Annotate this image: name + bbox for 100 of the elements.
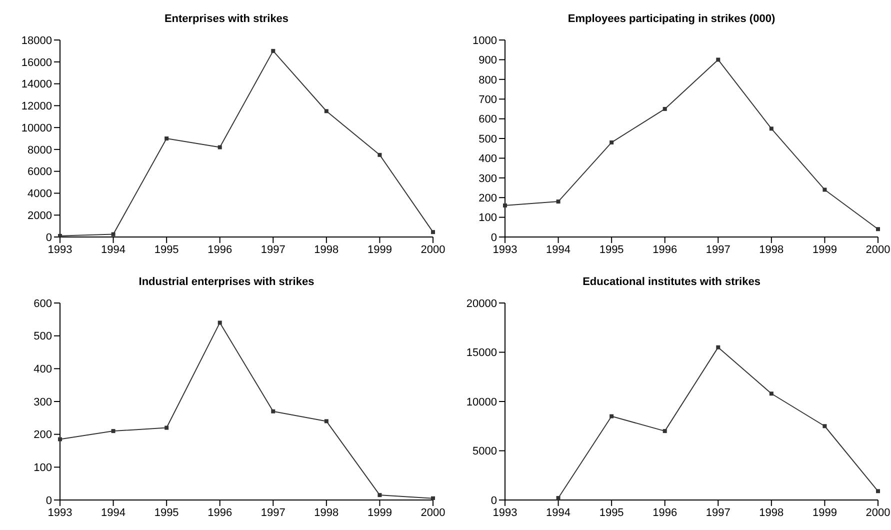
point [769, 126, 774, 131]
y-tick-label: 4000 [28, 188, 52, 200]
y-tick-label: 6000 [28, 166, 52, 178]
point [556, 200, 560, 204]
point [218, 320, 222, 325]
point [324, 419, 328, 424]
y-tick-label: 15000 [466, 347, 497, 360]
y-tick-label: 1000 [472, 34, 497, 47]
point [111, 429, 116, 434]
point [218, 145, 222, 150]
y-tick-label: 600 [34, 298, 52, 310]
y-tick-label: 16000 [21, 56, 52, 69]
point [431, 496, 435, 500]
chart-title: Enterprises with strikes [163, 12, 290, 27]
y-tick-label: 14000 [21, 78, 52, 91]
x-tick-label: 1995 [599, 506, 624, 519]
y-tick-label: 0 [490, 232, 497, 244]
y-tick-label: 0 [46, 494, 52, 507]
x-tick-label: 1998 [314, 506, 339, 519]
x-tick-label: 1997 [260, 244, 286, 256]
y-tick-label: 0 [46, 232, 52, 244]
point [769, 392, 774, 396]
x-tick-label: 1999 [812, 244, 837, 256]
x-tick-label: 1999 [367, 244, 392, 256]
x-tick-label: 1997 [260, 506, 286, 519]
y-tick-label: 10000 [466, 396, 497, 408]
y-tick-label: 0 [490, 494, 497, 507]
y-tick-label: 8000 [28, 144, 52, 156]
x-tick-label: 1994 [101, 506, 126, 519]
point [662, 429, 667, 434]
point [822, 424, 827, 428]
point [610, 414, 614, 418]
chart-title: Industrial enterprises with strikes [138, 275, 316, 290]
y-tick-label: 400 [34, 364, 52, 376]
y-tick-label: 12000 [21, 100, 52, 113]
chart-title: Employees participating in strikes (000) [566, 12, 776, 27]
x-tick-label: 1995 [154, 506, 179, 519]
point [58, 234, 62, 237]
x-tick-label: 1999 [812, 506, 837, 519]
x-tick-label: 1993 [492, 506, 518, 519]
y-tick-label: 100 [34, 462, 52, 474]
x-tick-label: 1993 [492, 244, 518, 256]
x-tick-label: 1996 [208, 244, 232, 256]
y-tick-label: 400 [478, 153, 497, 166]
x-tick-label: 1997 [706, 244, 730, 256]
point [503, 203, 507, 208]
point [271, 409, 276, 414]
y-tick-label: 800 [478, 74, 497, 86]
point [378, 493, 382, 498]
point [111, 232, 116, 236]
x-tick-label: 1998 [759, 506, 784, 519]
point [876, 489, 880, 494]
x-tick-label: 1996 [652, 244, 678, 256]
y-tick-label: 2000 [28, 210, 52, 222]
point [58, 437, 62, 442]
point [324, 109, 328, 114]
point [556, 496, 560, 500]
point [431, 230, 435, 234]
y-tick-label: 10000 [21, 122, 52, 134]
x-tick-label: 1998 [759, 244, 784, 256]
x-tick-label: 2000 [866, 506, 890, 519]
x-tick-label: 1994 [101, 244, 126, 256]
y-tick-label: 300 [34, 396, 52, 408]
x-tick-label: 1999 [367, 506, 392, 519]
y-tick-label: 900 [478, 54, 497, 67]
point [610, 140, 614, 144]
point [164, 136, 169, 140]
y-tick-label: 700 [478, 94, 497, 106]
x-tick-label: 2000 [866, 244, 890, 256]
x-tick-label: 1996 [652, 506, 678, 519]
point [164, 426, 169, 430]
point [378, 152, 382, 157]
chart-title: Educational institutes with strikes [582, 275, 762, 290]
y-tick-label: 200 [478, 192, 497, 205]
x-tick-label: 1993 [48, 506, 72, 519]
point [716, 345, 720, 350]
y-tick-label: 300 [478, 172, 497, 185]
y-tick-label: 500 [478, 133, 497, 146]
x-tick-label: 1996 [208, 506, 232, 519]
y-tick-label: 100 [478, 212, 497, 224]
x-tick-label: 1993 [48, 244, 72, 256]
point [662, 106, 667, 111]
x-tick-label: 2000 [420, 244, 446, 256]
x-tick-label: 2000 [420, 506, 446, 519]
x-tick-label: 1994 [546, 506, 571, 519]
point [716, 58, 720, 62]
point [822, 188, 827, 192]
y-tick-label: 20000 [466, 298, 497, 310]
x-tick-label: 1998 [314, 244, 339, 256]
y-tick-label: 500 [34, 330, 52, 343]
point [876, 227, 880, 232]
y-tick-label: 5000 [472, 446, 497, 458]
x-tick-label: 1995 [599, 244, 624, 256]
x-tick-label: 1995 [154, 244, 179, 256]
y-tick-label: 600 [478, 114, 497, 126]
x-tick-label: 1997 [706, 506, 730, 519]
y-tick-label: 200 [34, 429, 52, 442]
x-tick-label: 1994 [546, 244, 571, 256]
y-tick-label: 18000 [21, 34, 52, 47]
point [271, 48, 276, 53]
